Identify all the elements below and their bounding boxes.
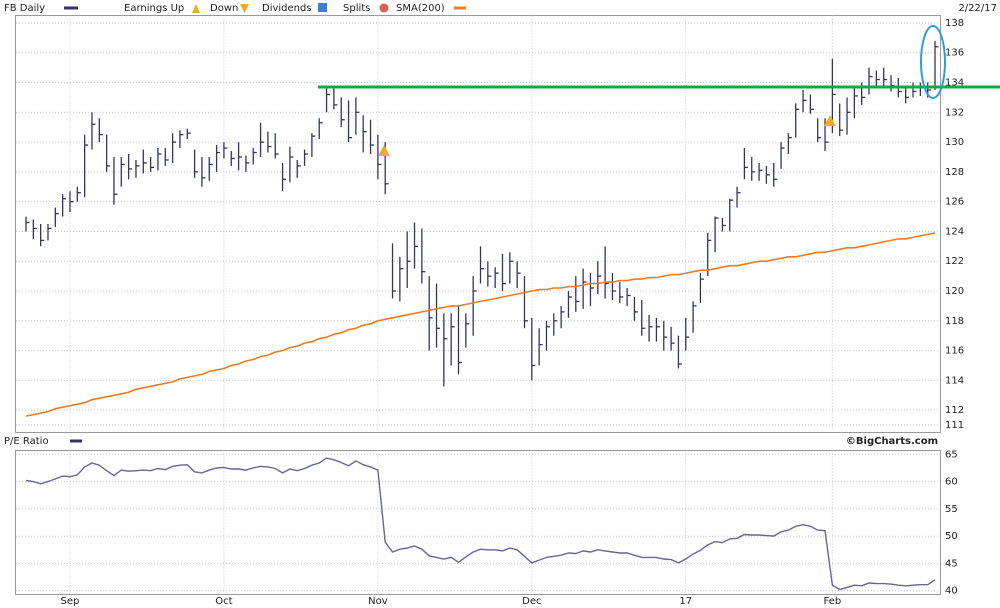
y-tick-label: 111 — [945, 420, 964, 431]
earnings-marker — [824, 115, 836, 126]
y-tick-label: 124 — [945, 226, 964, 237]
y-tick-label: 130 — [945, 137, 964, 148]
x-tick-label: Nov — [368, 596, 388, 607]
y-tick-label: 134 — [945, 78, 964, 89]
x-tick-label: Sep — [61, 596, 80, 607]
y-tick-label: 132 — [945, 107, 964, 118]
y-tick-label: 120 — [945, 286, 964, 297]
y-tick-label: 40 — [945, 586, 958, 597]
y-tick-label: 118 — [945, 316, 964, 327]
y-tick-label: 126 — [945, 197, 964, 208]
panel-title: P/E Ratio — [4, 436, 49, 447]
x-tick-label: Dec — [522, 596, 541, 607]
legend-label: FB Daily — [4, 3, 45, 14]
legend-icon — [240, 4, 249, 13]
y-tick-label: 50 — [945, 531, 958, 542]
price-panel — [15, 15, 941, 433]
x-tick-label: Oct — [215, 596, 232, 607]
earnings-marker — [378, 145, 390, 156]
plot-layer: 111 112 114 116 118 120 122 124 126 128 130 132 134 1… — [16, 15, 1000, 607]
legend-label: Earnings Up — [124, 3, 184, 14]
pe-panel — [15, 450, 941, 595]
y-tick-label: 55 — [945, 504, 958, 515]
chart-date: 2/22/17 — [958, 3, 997, 14]
y-tick-label: 114 — [945, 375, 964, 386]
x-tick-label: 17 — [679, 596, 692, 607]
y-tick-label: 122 — [945, 256, 964, 267]
source-credit: ©BigCharts.com — [846, 436, 938, 447]
line — [25, 457, 936, 591]
y-tick-label: 116 — [945, 346, 964, 357]
line — [25, 232, 936, 417]
y-tick-label: 65 — [945, 449, 958, 460]
y-tick-label: 138 — [945, 18, 964, 29]
x-tick-label: Feb — [824, 596, 842, 607]
legend-label: Down — [210, 3, 238, 14]
highlight-ellipse — [920, 25, 946, 99]
y-tick-label: 60 — [945, 477, 958, 488]
legend-label: Dividends — [262, 3, 312, 14]
legend-icon — [192, 4, 200, 13]
y-tick-label: 112 — [945, 405, 964, 416]
y-tick-label: 128 — [945, 167, 964, 178]
y-tick-label: 136 — [945, 48, 964, 59]
legend-icon — [379, 3, 389, 13]
y-tick-label: 45 — [945, 558, 958, 569]
legend-icon — [318, 3, 327, 12]
legend-label: Splits — [343, 3, 370, 14]
legend-label: SMA(200) — [396, 3, 445, 14]
